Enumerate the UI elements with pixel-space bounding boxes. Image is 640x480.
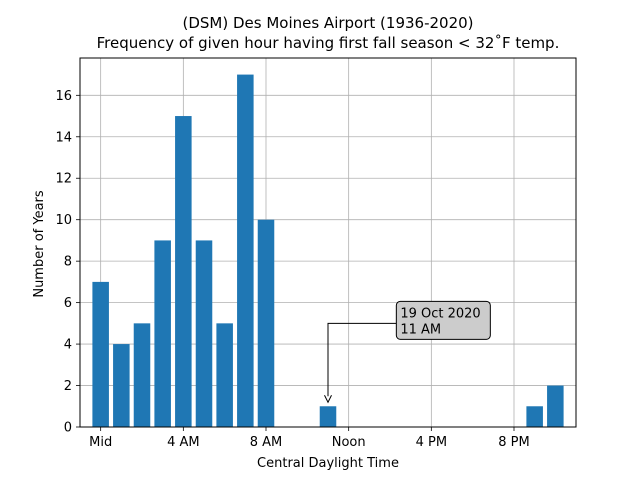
annotation-box <box>395 300 491 340</box>
bar-hour-5 <box>195 240 213 427</box>
y-axis-ticks: 0 2 4 6 8 10 12 14 16 <box>55 89 80 436</box>
x-tick-label: 8 PM <box>498 435 529 450</box>
annotation-hour: 11 AM <box>400 322 441 337</box>
chart-title: (DSM) Des Moines Airport (1936-2020) <box>182 14 473 32</box>
bar-hour-4 <box>175 116 192 427</box>
y-tick-label: 4 <box>64 338 72 353</box>
x-tick-label: Noon <box>332 435 366 450</box>
y-tick-label: 12 <box>55 172 72 187</box>
plot-frame <box>79 57 577 428</box>
bar-hour-2 <box>133 323 151 427</box>
annotation-arrowhead <box>324 395 332 404</box>
bar-hour-6 <box>216 323 233 427</box>
annotation-connector <box>327 322 397 397</box>
bar-hour-21 <box>526 406 543 427</box>
bar-hour-3 <box>154 240 171 427</box>
y-tick-label: 6 <box>64 296 72 311</box>
chart-subtitle: Frequency of given hour having first fal… <box>97 34 560 52</box>
bar-hour-7 <box>237 74 254 428</box>
x-tick-label: 4 PM <box>416 435 447 450</box>
y-tick-label: 16 <box>55 89 72 104</box>
bars <box>92 74 564 428</box>
x-tick-label: Mid <box>89 435 112 450</box>
y-tick-label: 0 <box>64 421 72 436</box>
bar-hour-22 <box>547 385 564 427</box>
x-tick-label: 8 AM <box>250 435 283 450</box>
annotation-date: 19 Oct 2020 <box>400 306 480 321</box>
y-axis-label: Number of Years <box>32 190 47 298</box>
y-tick-label: 8 <box>64 255 72 270</box>
bar-hour-8 <box>257 219 275 427</box>
y-tick-label: 2 <box>64 379 72 394</box>
bar-hour-0 <box>92 281 109 427</box>
x-tick-label: 4 AM <box>167 435 200 450</box>
bar-hour-1 <box>113 344 130 427</box>
x-axis-ticks: Mid 4 AM 8 AM Noon 4 PM 8 PM <box>89 427 530 450</box>
x-axis-label: Central Daylight Time <box>257 456 399 471</box>
bar-hour-11 <box>319 406 337 427</box>
y-tick-label: 14 <box>55 130 72 145</box>
y-tick-label: 10 <box>55 213 72 228</box>
